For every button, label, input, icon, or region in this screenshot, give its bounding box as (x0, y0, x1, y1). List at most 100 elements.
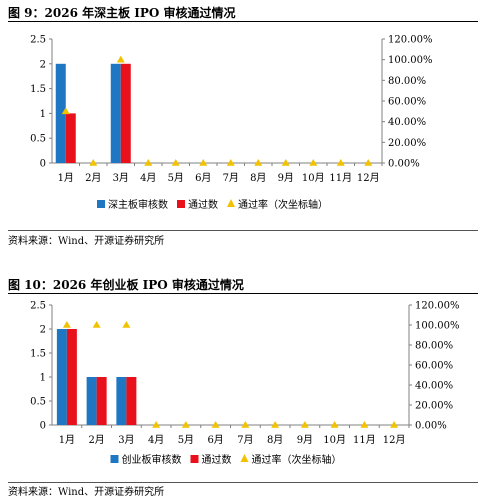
pass-rate-marker (61, 107, 70, 115)
pass-rate-marker (364, 159, 373, 166)
legend: 深主板审核数 通过数 通过率（次坐标轴） (97, 198, 328, 211)
x-axis-tick-label: 8月 (250, 172, 266, 184)
pass-rate-marker (281, 159, 290, 166)
pass-rate-marker (300, 421, 309, 428)
x-axis-tick-label: 11月 (353, 434, 376, 446)
x-axis-tick-label: 10月 (302, 172, 325, 184)
x-axis-tick-label: 5月 (178, 434, 194, 446)
x-axis-tick-label: 12月 (383, 434, 406, 446)
pass-rate-marker (62, 321, 71, 328)
x-axis-tick-label: 10月 (323, 434, 346, 446)
legend-label: 创业板审核数 (122, 453, 182, 466)
pass-rate-marker (152, 421, 161, 428)
pass-rate-marker (309, 159, 318, 166)
right-axis-tick-label: 0.00% (415, 421, 447, 432)
right-axis-tick-label: 100.00% (415, 321, 460, 332)
x-axis-tick-label: 9月 (278, 172, 294, 184)
bar-review-count (116, 377, 127, 425)
x-axis-tick-label: 5月 (168, 172, 184, 184)
right-axis-tick-label: 20.00% (388, 138, 426, 149)
left-axis-tick-label: 0.5 (30, 397, 46, 408)
pass-rate-marker (122, 321, 131, 328)
pass-rate-marker (241, 421, 250, 428)
x-axis-tick-label: 11月 (329, 172, 352, 184)
x-axis-tick-label: 6月 (207, 434, 223, 446)
pass-rate-marker (116, 55, 125, 63)
x-axis-tick-label: 3月 (118, 434, 134, 446)
right-axis-tick-label: 60.00% (388, 97, 426, 108)
figure-9-title: 图 9：2026 年深主板 IPO 审核通过情况 (8, 6, 236, 20)
legend-swatch (177, 200, 185, 208)
left-axis-tick-label: 2 (40, 59, 46, 70)
pass-rate-marker (254, 159, 263, 166)
x-axis-tick-label: 8月 (267, 434, 283, 446)
left-axis-tick-label: 1.5 (30, 84, 46, 95)
legend-label: 通过率（次坐标轴） (252, 453, 342, 466)
figure-9-source: 资料来源：Wind、开源证券研究所 (8, 236, 165, 247)
left-axis-tick-label: 2.5 (30, 301, 46, 312)
left-axis-tick-label: 2 (40, 325, 46, 336)
figure-10-top-rule (8, 293, 478, 294)
legend-swatch (227, 199, 235, 207)
bar-pass-count (96, 377, 107, 425)
bar-review-count (86, 377, 97, 425)
x-axis-tick-label: 3月 (113, 172, 129, 184)
pass-rate-marker (181, 421, 190, 428)
x-axis-tick-label: 2月 (85, 172, 101, 184)
figure-9-chart: 0 0.5 1 1.5 2 2.5 0.00% 20.00% 40.00% 60.00% 80.00… (30, 35, 433, 212)
legend-label: 深主板审核数 (108, 198, 168, 211)
figure-9-bottom-rule (8, 230, 478, 231)
left-axis-tick-label: 1.5 (30, 349, 46, 360)
right-axis-tick-label: 120.00% (388, 35, 433, 46)
pass-rate-marker (92, 321, 101, 328)
x-axis-tick-label: 4月 (140, 172, 156, 184)
legend-swatch (240, 454, 249, 462)
pass-rate-marker (226, 159, 235, 166)
pass-rate-marker (330, 421, 339, 428)
figure-10-bottom-rule (8, 482, 478, 483)
pass-rate-marker (271, 421, 280, 428)
x-axis-tick-label: 1月 (59, 434, 75, 446)
x-axis-tick-label: 2月 (88, 434, 104, 446)
x-axis-tick-label: 9月 (297, 434, 313, 446)
bar-pass-count (65, 113, 76, 163)
left-axis-tick-label: 1 (40, 373, 46, 384)
bar-pass-count (66, 329, 77, 425)
right-axis-tick-label: 120.00% (415, 301, 460, 312)
bar-review-count (55, 63, 66, 163)
bar-pass-count (120, 63, 131, 163)
legend-swatch (190, 455, 199, 463)
pass-rate-marker (390, 421, 399, 428)
x-axis-tick-label: 1月 (58, 172, 74, 184)
right-axis-tick-label: 60.00% (415, 361, 453, 372)
right-axis-tick-label: 100.00% (388, 55, 433, 66)
right-axis-tick-label: 0.00% (388, 159, 420, 170)
left-axis-tick-label: 2.5 (30, 35, 46, 46)
x-axis-tick-label: 6月 (195, 172, 211, 184)
pass-rate-marker (360, 421, 369, 428)
figure-9-top-rule (8, 21, 478, 22)
pass-rate-marker (336, 159, 345, 166)
figure-10-chart: 0 0.5 1 1.5 2 2.5 0.00% 20.00% 40.00% 60.00% 80.00… (30, 301, 460, 467)
pass-rate-marker (89, 159, 98, 166)
right-axis-tick-label: 80.00% (415, 341, 453, 352)
right-axis-tick-label: 80.00% (388, 76, 426, 87)
right-axis-tick-label: 40.00% (415, 381, 453, 392)
right-axis-tick-label: 40.00% (388, 117, 426, 128)
bar-review-count (56, 329, 67, 425)
bar-review-count (110, 63, 121, 163)
right-axis-tick-label: 20.00% (415, 401, 453, 412)
x-axis-tick-label: 7月 (223, 172, 239, 184)
legend: 创业板审核数 通过数 通过率（次坐标轴） (110, 453, 342, 466)
left-axis-tick-label: 0.5 (30, 134, 46, 145)
legend-label: 通过率（次坐标轴） (238, 198, 328, 211)
bar-pass-count (126, 377, 137, 425)
pass-rate-marker (171, 159, 180, 166)
pass-rate-marker (144, 159, 153, 166)
legend-label: 通过数 (202, 453, 232, 466)
x-axis-tick-label: 4月 (148, 434, 164, 446)
left-axis-tick-label: 0 (40, 159, 46, 170)
legend-label: 通过数 (188, 198, 218, 211)
legend-swatch (97, 200, 105, 208)
pass-rate-marker (211, 421, 220, 428)
